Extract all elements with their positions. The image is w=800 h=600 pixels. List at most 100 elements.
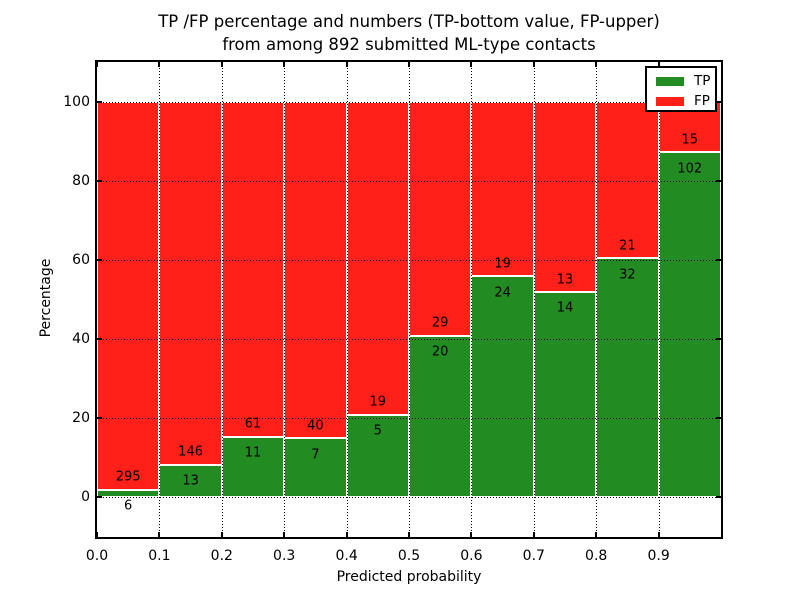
y-tick-mark — [716, 258, 721, 261]
vertical-gridline — [533, 62, 535, 537]
bar-fp-segment — [159, 101, 222, 466]
tp-count-label: 11 — [244, 445, 262, 461]
y-tick-mark — [97, 417, 102, 420]
fp-count-label: 295 — [115, 469, 141, 485]
x-tick-mark — [96, 532, 98, 537]
legend-label-tp: TP — [694, 72, 711, 89]
y-tick-label: 80 — [72, 172, 90, 189]
fp-count-label: 40 — [307, 418, 324, 434]
bar-tp-segment — [346, 414, 409, 498]
x-tick-label: 0.1 — [148, 548, 171, 564]
y-tick-mark — [716, 100, 721, 103]
fp-count-label: 19 — [494, 256, 511, 272]
y-tick-mark — [716, 179, 721, 182]
tp-count-label: 13 — [182, 473, 199, 489]
tp-count-label: 6 — [124, 498, 133, 514]
bar-fp-segment — [97, 101, 160, 490]
legend-label-fp: FP — [694, 92, 710, 109]
x-tick-label: 0.9 — [647, 548, 670, 564]
x-tick-label: 0.4 — [335, 548, 358, 564]
fp-count-label: 19 — [369, 394, 387, 410]
y-tick-mark — [716, 338, 721, 341]
y-tick-mark — [97, 496, 102, 499]
tp-count-label: 14 — [556, 300, 574, 316]
fp-count-label: 15 — [681, 132, 699, 148]
bar-tp-segment — [596, 258, 659, 498]
vertical-gridline — [284, 62, 286, 537]
vertical-gridline — [596, 62, 598, 537]
y-tick-label: 60 — [72, 251, 90, 268]
fp-count-label: 13 — [556, 272, 574, 287]
y-tick-mark — [97, 338, 102, 341]
bar-tp-segment — [409, 335, 472, 498]
legend-entry-fp: FP — [656, 93, 715, 110]
x-tick-mark — [408, 62, 410, 67]
fp-count-label: 21 — [619, 238, 636, 254]
bar-fp-segment — [284, 101, 347, 439]
tp-count-label: 5 — [373, 423, 382, 439]
bar-tp-segment — [159, 465, 222, 498]
legend-entry-tp: TP — [656, 73, 715, 90]
y-tick-mark — [97, 179, 102, 182]
y-axis-label: Percentage — [38, 258, 54, 338]
bar-tp-segment — [221, 436, 285, 498]
y-tick-mark — [716, 417, 721, 420]
x-tick-label: 0.0 — [85, 548, 109, 564]
fp-color-swatch — [656, 97, 684, 106]
bar-fp-segment — [471, 101, 534, 277]
x-tick-label: 0.3 — [273, 548, 296, 564]
bar-fp-segment — [346, 101, 409, 415]
bar-tp-segment — [658, 152, 721, 498]
tp-color-swatch — [656, 77, 684, 86]
y-tick-label: 0 — [81, 489, 90, 506]
x-tick-mark — [283, 62, 286, 67]
vertical-gridline — [409, 62, 410, 537]
x-tick-mark — [657, 532, 660, 537]
x-tick-mark — [595, 62, 598, 67]
x-tick-label: 0.6 — [460, 548, 483, 564]
x-tick-label: 0.8 — [585, 548, 608, 564]
y-tick-label: 20 — [72, 410, 90, 427]
y-tick-mark — [97, 100, 102, 103]
x-tick-mark — [470, 532, 473, 537]
x-tick-mark — [220, 62, 223, 67]
bar-fp-segment — [533, 101, 597, 293]
x-tick-label: 0.7 — [522, 548, 545, 564]
x-tick-mark — [158, 532, 161, 537]
x-tick-mark — [657, 62, 660, 67]
x-axis-label: Predicted probability — [336, 569, 482, 585]
vertical-gridline — [221, 62, 223, 537]
x-tick-label: 0.5 — [397, 548, 421, 564]
x-tick-mark — [532, 532, 535, 537]
vertical-gridline — [658, 62, 660, 537]
x-tick-mark — [283, 532, 286, 537]
tp-count-label: 7 — [311, 447, 320, 463]
bar-fp-segment — [221, 101, 285, 437]
x-tick-label: 0.2 — [210, 548, 233, 564]
chart-title-line1: TP /FP percentage and numbers (TP-bottom… — [158, 12, 660, 31]
bar-tp-segment — [533, 292, 597, 498]
bar-tp-segment — [97, 489, 160, 498]
fp-count-label: 29 — [431, 315, 449, 331]
tp-count-label: 20 — [431, 344, 449, 360]
chart-title-line2: from among 892 submitted ML-type contact… — [222, 35, 596, 54]
x-tick-mark — [595, 532, 598, 537]
y-tick-mark — [716, 496, 721, 499]
tp-count-label: 24 — [494, 285, 511, 301]
x-tick-mark — [96, 62, 98, 67]
x-tick-mark — [532, 62, 535, 67]
x-tick-mark — [345, 532, 348, 537]
vertical-gridline — [471, 62, 473, 537]
bar-tp-segment — [471, 276, 534, 498]
tp-count-label: 32 — [619, 267, 636, 283]
chart-title: TP /FP percentage and numbers (TP-bottom… — [97, 10, 721, 56]
x-tick-mark — [220, 532, 223, 537]
x-tick-mark — [158, 62, 161, 67]
x-tick-mark — [470, 62, 473, 67]
bar-fp-segment — [409, 101, 472, 336]
y-tick-mark — [97, 258, 102, 261]
vertical-gridline — [346, 62, 348, 537]
tp-count-label: 102 — [677, 161, 703, 177]
y-tick-label: 100 — [63, 93, 90, 110]
